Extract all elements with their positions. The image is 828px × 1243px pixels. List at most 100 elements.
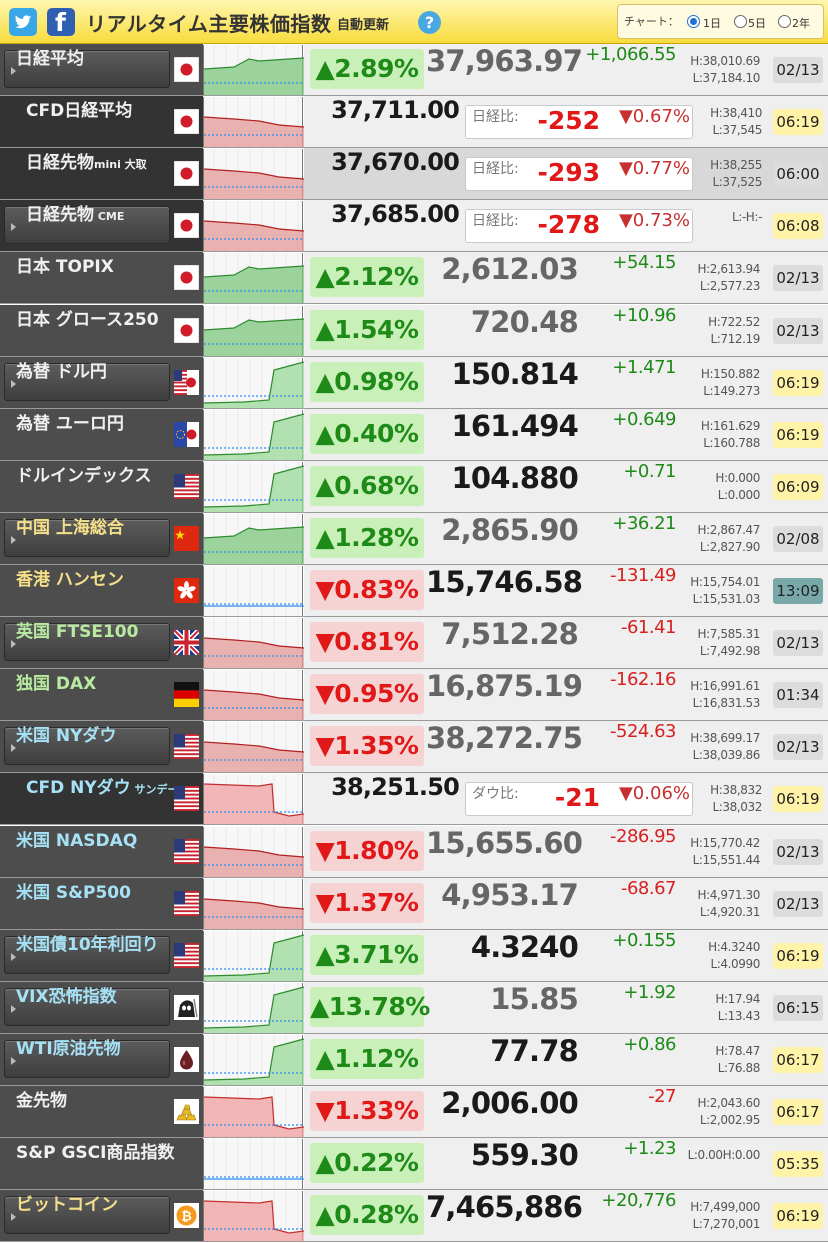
row-name-button[interactable] xyxy=(4,623,170,662)
row-value-cell: ▼0.81% 7,512.28 -61.41 H:7,585.31 L:7,492.98… xyxy=(304,617,828,669)
row-value-cell: ▲13.78% 15.85 +1.92 H:17.94 L:13.43 06:15 xyxy=(304,981,828,1033)
low-value: L:4,920.31 xyxy=(699,904,761,919)
mini-chart[interactable] xyxy=(203,878,305,929)
mini-chart[interactable] xyxy=(203,97,305,148)
high-value: H:161.629 xyxy=(700,418,760,433)
market-row[interactable]: 英国 FTSE100 ▼0.81% 7,512.28 -61.41 H:7,585.31… xyxy=(0,617,828,670)
change-percent-badge: ▲13.78% xyxy=(310,986,430,1027)
row-name: 日経先物mini 大取 xyxy=(26,148,147,200)
market-row[interactable]: 金先物 ▼1.33% 2,006.00 -27 H:2,043.60 L:2,002.95… xyxy=(0,1086,828,1138)
market-row[interactable]: 為替 ドル円 ▲0.98% 150.814 +1.471 H:150.882 L:149.… xyxy=(0,356,828,409)
mini-chart[interactable] xyxy=(203,774,305,825)
diff-label: 日経比: xyxy=(472,213,519,230)
gold-bars-icon xyxy=(174,1099,199,1124)
mini-chart[interactable] xyxy=(203,1139,304,1190)
row-name-button[interactable] xyxy=(4,518,170,557)
update-time-badge: 02/13 xyxy=(773,838,823,865)
mini-chart[interactable] xyxy=(203,253,305,304)
japan-flag-icon xyxy=(174,109,199,135)
row-name-button[interactable] xyxy=(4,206,170,245)
mini-chart[interactable] xyxy=(203,722,305,773)
market-row[interactable]: 日経先物 CME 37,685.00 日経比: -278 ▼0.73% L:-H:- 06:… xyxy=(0,200,828,253)
mini-chart[interactable] xyxy=(203,618,305,669)
china-flag-icon xyxy=(174,525,199,551)
mini-chart[interactable] xyxy=(203,149,305,200)
market-row[interactable]: 日経先物mini 大取 37,670.00 日経比: -293 ▼0.77% H:38,2… xyxy=(0,148,828,201)
market-row[interactable]: 日本 TOPIX ▲2.12% 2,612.03 +54.15 H:2,613.94 L:… xyxy=(0,252,828,305)
row-label-cell: 英国 FTSE100 xyxy=(0,617,203,669)
radio-5day[interactable] xyxy=(734,15,747,28)
price-change: +0.649 xyxy=(612,408,676,430)
mini-chart[interactable] xyxy=(203,45,305,95)
row-name-button[interactable] xyxy=(4,987,170,1026)
mini-chart[interactable] xyxy=(203,357,305,408)
twitter-icon[interactable] xyxy=(9,8,37,36)
row-name-text: 中国 上海総合 xyxy=(16,517,124,538)
update-time-badge: 02/13 xyxy=(773,734,823,761)
facebook-icon[interactable]: f xyxy=(47,8,75,37)
radio-2year[interactable] xyxy=(778,15,791,28)
mini-chart[interactable] xyxy=(203,566,304,616)
mini-chart[interactable] xyxy=(203,409,305,460)
market-row[interactable]: 米国 NASDAQ ▼1.80% 15,655.60 -286.95 H:15,770.… xyxy=(0,825,828,878)
market-row[interactable]: 米国 S&P500 ▼1.37% 4,953.17 -68.67 H:4,971.30 L… xyxy=(0,877,828,930)
row-name: CFD NYダウ サンデー xyxy=(26,773,179,825)
market-row[interactable]: ドルインデックス ▲0.68% 104.880 +0.71 H:0.000 L:0.000… xyxy=(0,460,828,513)
market-row[interactable]: WTI原油先物 ▲1.12% 77.78 +0.86 H:78.47 L:76.88 06:… xyxy=(0,1033,828,1086)
row-name-button[interactable] xyxy=(4,1039,170,1078)
market-row[interactable]: ビットコイン ₿ ▲0.28% 7,465,886 +20,776 H:7,499,000… xyxy=(0,1190,828,1243)
market-row[interactable]: 中国 上海総合 ▲1.28% 2,865.90 +36.21 H:2,867.47 L:2… xyxy=(0,512,828,565)
row-name: 米国債10年利回り xyxy=(16,930,159,982)
mini-chart[interactable] xyxy=(203,1034,305,1085)
row-label-cell: ドルインデックス xyxy=(0,460,203,512)
row-name-button[interactable] xyxy=(4,50,170,88)
row-value-cell: ▲1.12% 77.78 +0.86 H:78.47 L:76.88 06:17 xyxy=(304,1033,828,1085)
row-name-button[interactable] xyxy=(4,1196,170,1235)
update-time-badge: 06:19 xyxy=(773,369,823,396)
update-time-badge: 06:00 xyxy=(773,161,823,188)
japan-flag-icon xyxy=(174,317,199,343)
price: 15.85 xyxy=(490,981,579,1016)
mini-chart[interactable] xyxy=(203,1191,305,1242)
row-label-cell: S&P GSCI商品指数 xyxy=(0,1138,203,1190)
mini-chart[interactable] xyxy=(203,201,305,252)
market-row[interactable]: 日本 グロース250 ▲1.54% 720.48 +10.96 H:722.52 L:71… xyxy=(0,304,828,357)
change-percent-badge: ▼1.80% xyxy=(310,830,424,871)
row-name-button[interactable] xyxy=(4,727,170,766)
price-change: +0.71 xyxy=(623,460,676,482)
row-name-text: VIX恐怖指数 xyxy=(16,986,117,1007)
radio-1day[interactable] xyxy=(687,15,700,28)
row-name-button[interactable] xyxy=(4,362,170,401)
market-row[interactable]: VIX恐怖指数 ▲13.78% 15.85 +1.92 H:17.94 L:13.43 06… xyxy=(0,981,828,1034)
price-change: +1.92 xyxy=(623,981,676,1003)
row-name-text: 米国 S&P500 xyxy=(16,882,131,903)
mini-chart[interactable] xyxy=(203,930,305,981)
price: 720.48 xyxy=(470,304,579,339)
oil-drop-icon xyxy=(174,1046,199,1072)
mini-chart[interactable] xyxy=(203,826,305,877)
market-row[interactable]: 米国債10年利回り ▲3.71% 4.3240 +0.155 H:4.3240 L:4.0… xyxy=(0,929,828,982)
row-label-cell: ビットコイン ₿ xyxy=(0,1190,203,1242)
mini-chart[interactable] xyxy=(203,982,305,1033)
market-row[interactable]: 為替 ユーロ円 ▲0.40% 161.494 +0.649 H:161.629 L:160… xyxy=(0,408,828,461)
mini-chart[interactable] xyxy=(203,513,305,564)
mini-chart[interactable] xyxy=(203,461,305,512)
market-row[interactable]: S&P GSCI商品指数 ▲0.22% 559.30 +1.23 L:0.00H:0.0… xyxy=(0,1138,828,1191)
market-row[interactable]: CFD NYダウ サンデー 38,251.50 ダウ比: -21 ▼0.06% H:38,… xyxy=(0,773,828,826)
change-percent-badge: ▲0.68% xyxy=(310,465,424,506)
change-percent-badge: ▲1.12% xyxy=(310,1038,424,1079)
market-row[interactable]: CFD日経平均 37,711.00 日経比: -252 ▼0.67% H:38,410 L:… xyxy=(0,96,828,149)
row-label-cell: CFD日経平均 xyxy=(0,96,203,148)
market-row[interactable]: 米国 NYダウ ▼1.35% 38,272.75 -524.63 H:38,699.17… xyxy=(0,721,828,774)
row-label-cell: 独国 DAX xyxy=(0,669,203,721)
row-name-text: 金先物 xyxy=(16,1091,67,1111)
market-row[interactable]: 香港 ハンセン ▼0.83% 15,746.58 -131.49 H:15,754.01… xyxy=(0,565,828,617)
help-icon[interactable]: ? xyxy=(418,11,441,34)
market-row[interactable]: 独国 DAX ▼0.95% 16,875.19 -162.16 H:16,991.61 L… xyxy=(0,669,828,722)
mini-chart[interactable] xyxy=(203,670,305,721)
market-row[interactable]: 日経平均 ▲2.89% 37,963.97 +1,066.55 H:38,010.69 L… xyxy=(0,44,828,96)
mini-chart[interactable] xyxy=(203,305,305,356)
mini-chart[interactable] xyxy=(203,1087,305,1137)
row-name-button[interactable] xyxy=(4,935,170,974)
high-low: H:15,770.42 L:15,551.44 xyxy=(680,835,760,869)
